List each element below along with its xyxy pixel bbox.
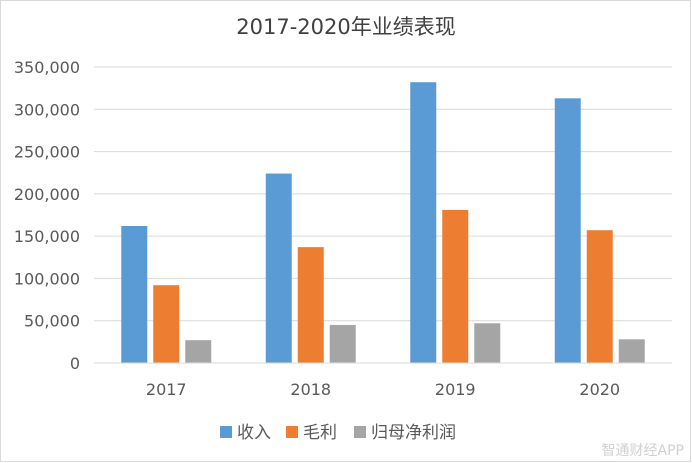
legend-label: 收入 xyxy=(237,423,271,443)
bar-毛利-2020 xyxy=(586,230,613,363)
watermark-text: 智通财经APP xyxy=(602,443,684,459)
x-axis-tick-labels: 2017 2018 2019 2020 xyxy=(146,380,620,399)
legend-label: 毛利 xyxy=(303,423,337,443)
y-tick-label: 200,000 xyxy=(14,185,80,204)
bar-归母净利润-2020 xyxy=(618,339,645,363)
y-tick-label: 350,000 xyxy=(14,58,80,77)
x-tick-label: 2020 xyxy=(579,380,620,399)
x-tick-label: 2018 xyxy=(290,380,331,399)
bar-归母净利润-2018 xyxy=(329,324,356,363)
y-tick-label: 150,000 xyxy=(14,227,80,246)
bar-毛利-2019 xyxy=(442,209,469,363)
y-axis-tick-labels: 0 50,000 100,000 150,000 200,000 250,000 300,0… xyxy=(14,58,80,373)
x-tick-label: 2019 xyxy=(435,380,476,399)
bar-归母净利润-2017 xyxy=(185,340,212,363)
bar-毛利-2018 xyxy=(297,247,324,363)
bar-毛利-2017 xyxy=(153,285,180,363)
y-tick-label: 0 xyxy=(70,354,80,373)
legend-swatch xyxy=(220,426,232,438)
y-tick-label: 50,000 xyxy=(24,312,80,331)
legend-swatch xyxy=(354,426,366,438)
bar-收入-2020 xyxy=(554,98,581,363)
legend-swatch xyxy=(286,426,298,438)
bar-收入-2018 xyxy=(265,173,292,363)
bar-收入-2017 xyxy=(121,225,148,363)
chart-title: 2017-2020年业绩表现 xyxy=(236,15,455,39)
legend-label: 归母净利润 xyxy=(371,423,456,443)
bar-收入-2019 xyxy=(410,82,437,364)
bar-归母净利润-2019 xyxy=(474,323,501,363)
legend: 收入 毛利 归母净利润 xyxy=(220,423,456,443)
y-tick-label: 250,000 xyxy=(14,143,80,162)
bars xyxy=(121,82,645,364)
y-tick-label: 100,000 xyxy=(14,269,80,288)
x-tick-label: 2017 xyxy=(146,380,187,399)
y-tick-label: 300,000 xyxy=(14,100,80,119)
gridlines xyxy=(94,66,672,322)
